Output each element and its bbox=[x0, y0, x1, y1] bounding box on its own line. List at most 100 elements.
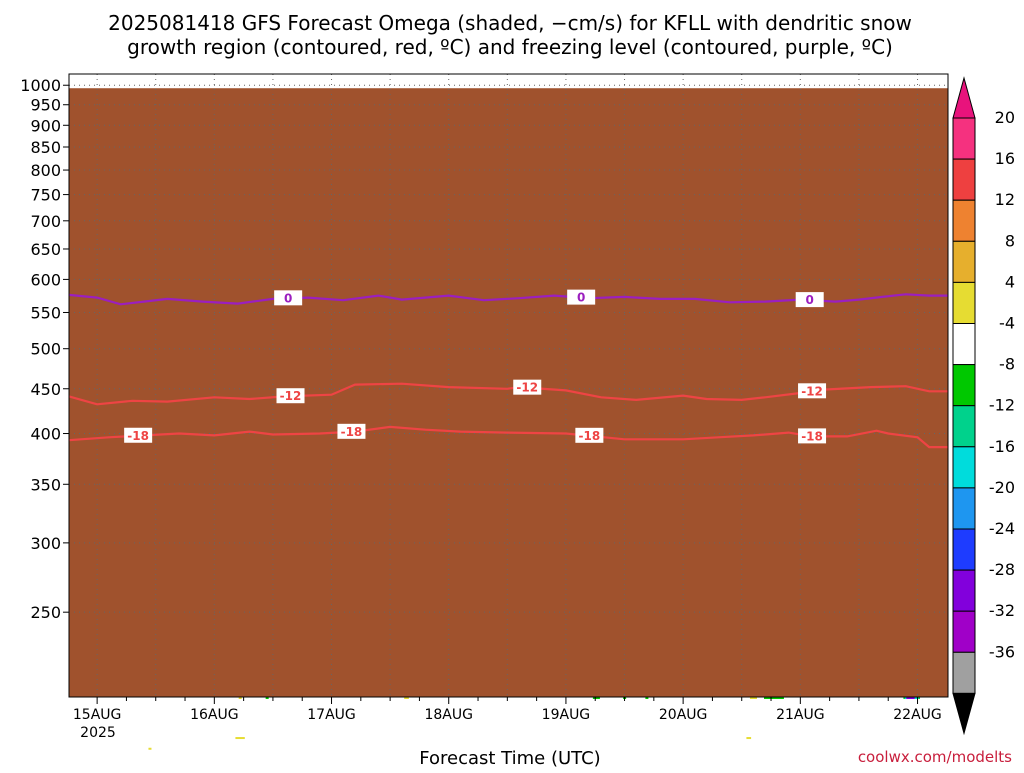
colorbar-swatch bbox=[952, 651, 976, 694]
omega-cell bbox=[235, 737, 245, 740]
contour-label: -12 bbox=[516, 381, 538, 395]
colorbar-swatch bbox=[952, 240, 976, 283]
x-tick-label: 17AUG bbox=[307, 707, 356, 723]
colorbar-swatch bbox=[952, 199, 976, 242]
colorbar-label: -28 bbox=[989, 560, 1015, 579]
colorbar-swatch bbox=[952, 158, 976, 201]
y-tick-label: 850 bbox=[30, 138, 61, 157]
colorbar-label: -8 bbox=[999, 355, 1015, 374]
contour-label: 0 bbox=[806, 293, 814, 307]
contour-label-bg bbox=[798, 383, 827, 399]
colorbar-swatch bbox=[952, 117, 976, 160]
y-tick-label: 900 bbox=[30, 116, 61, 135]
contour-label-bg bbox=[798, 428, 827, 444]
colorbar-label: 12 bbox=[995, 190, 1015, 209]
y-axis: 250 300 350 400 450 500 550 600 650 700 750 800 850 9… bbox=[20, 76, 69, 622]
colorbar-label: 8 bbox=[1005, 231, 1015, 250]
contour-label-bg bbox=[276, 388, 305, 404]
contour-label-bg bbox=[274, 290, 303, 306]
contour-label: -18 bbox=[341, 425, 363, 439]
omega-cell bbox=[763, 697, 776, 699]
omega-cell bbox=[148, 747, 152, 750]
colorbar-swatch bbox=[952, 528, 976, 571]
omega-cell bbox=[746, 737, 752, 740]
colorbar-label: 4 bbox=[1005, 272, 1015, 291]
omega-cell bbox=[749, 697, 757, 699]
x-tick-label: 22AUG bbox=[893, 707, 942, 723]
y-tick-label: 650 bbox=[30, 240, 61, 259]
x-year-label: 2025 bbox=[80, 725, 116, 741]
contour-label-bg bbox=[795, 292, 824, 308]
colorbar-label: -36 bbox=[989, 642, 1015, 661]
colorbar-top-arrow bbox=[952, 76, 976, 119]
contour-label: -18 bbox=[579, 429, 601, 443]
chart-title-line-1: 2025081418 GFS Forecast Omega (shaded, −… bbox=[108, 11, 912, 35]
x-tick-label: 20AUG bbox=[659, 707, 708, 723]
omega-cell bbox=[906, 697, 915, 699]
y-tick-label: 950 bbox=[30, 96, 61, 115]
x-tick-label: 18AUG bbox=[424, 707, 473, 723]
credit-text: coolwx.com/modelts bbox=[858, 748, 1012, 766]
colorbar-label: -12 bbox=[989, 396, 1015, 415]
x-axis: 15AUG 16AUG 17AUG 18AUG 19AUG 20AUG 21AUG 22AUG bbox=[73, 697, 942, 723]
colorbar-label: 16 bbox=[995, 149, 1015, 168]
colorbar-swatch bbox=[952, 446, 976, 489]
chart-title-line-2: growth region (contoured, red, ºC) and f… bbox=[127, 35, 893, 59]
y-tick-label: 1000 bbox=[20, 76, 61, 95]
contour-layer: -18 -18 -18 -18 -12 -12 -12 0 0 0 bbox=[68, 289, 948, 449]
colorbar-swatch bbox=[952, 364, 976, 407]
colorbar-label: -32 bbox=[989, 601, 1015, 620]
omega-cell bbox=[404, 697, 409, 699]
colorbar-label: 20 bbox=[995, 108, 1015, 127]
y-tick-label: 350 bbox=[30, 475, 61, 494]
y-tick-label: 600 bbox=[30, 270, 61, 289]
x-tick-label: 21AUG bbox=[776, 707, 825, 723]
y-tick-label: 400 bbox=[30, 425, 61, 444]
colorbar-swatch bbox=[952, 610, 976, 653]
y-tick-label: 750 bbox=[30, 186, 61, 205]
colorbar-swatch bbox=[952, 281, 976, 324]
omega-cell bbox=[645, 697, 649, 699]
colorbar-label: -4 bbox=[999, 314, 1015, 333]
contour-label-bg bbox=[575, 427, 604, 443]
colorbar-swatch bbox=[952, 569, 976, 612]
y-tick-label: 800 bbox=[30, 161, 61, 180]
contour-line bbox=[68, 293, 948, 306]
contour-label-bg bbox=[513, 379, 542, 395]
contour-label-bg bbox=[124, 427, 153, 443]
x-tick-label: 15AUG bbox=[73, 707, 122, 723]
colorbar-label: -20 bbox=[989, 478, 1015, 497]
colorbar-label: -24 bbox=[989, 519, 1015, 538]
contour-label-bg bbox=[567, 289, 596, 305]
omega-cell bbox=[592, 697, 600, 699]
y-tick-label: 450 bbox=[30, 380, 61, 399]
colorbar-label: -16 bbox=[989, 437, 1015, 456]
omega-cell bbox=[238, 697, 242, 699]
y-tick-label: 700 bbox=[30, 212, 61, 231]
x-tick-label: 16AUG bbox=[190, 707, 239, 723]
omega-cell bbox=[774, 697, 784, 699]
colorbar-swatch bbox=[952, 487, 976, 530]
x-axis-title: Forecast Time (UTC) bbox=[419, 748, 600, 768]
omega-cell bbox=[265, 697, 269, 699]
contour-label: 0 bbox=[577, 291, 585, 305]
contour-label: -12 bbox=[280, 389, 302, 403]
y-tick-label: 250 bbox=[30, 603, 61, 622]
y-tick-label: 300 bbox=[30, 534, 61, 553]
colorbar: 20 16 12 8 4 -4 -8 -12 -16 -20 -24 -28 -32 -36 bbox=[952, 76, 1015, 736]
contour-line bbox=[68, 425, 948, 449]
colorbar-swatch bbox=[952, 323, 976, 366]
y-tick-label: 500 bbox=[30, 340, 61, 359]
contour-label: -18 bbox=[801, 429, 823, 443]
contour-label: 0 bbox=[284, 291, 292, 305]
contour-label: -12 bbox=[801, 384, 823, 398]
y-tick-label: 550 bbox=[30, 303, 61, 322]
plot-frame bbox=[68, 73, 949, 698]
colorbar-bottom-arrow bbox=[952, 692, 976, 736]
colorbar-swatch bbox=[952, 405, 976, 448]
contour-label-bg bbox=[337, 423, 366, 439]
contour-label: -18 bbox=[127, 429, 149, 443]
x-tick-label: 19AUG bbox=[542, 707, 591, 723]
